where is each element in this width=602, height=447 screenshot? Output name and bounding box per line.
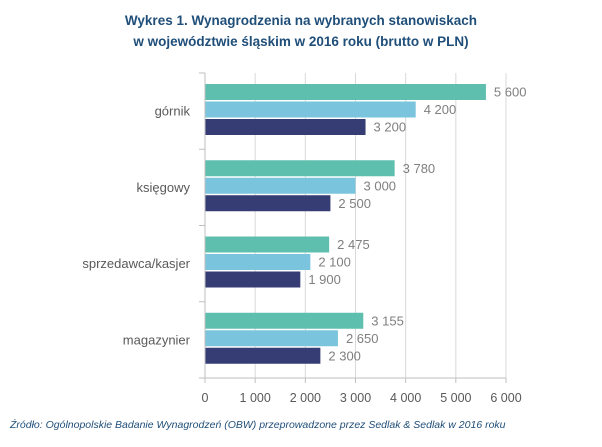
bar-księgowy-s2: [205, 177, 356, 194]
data-label: 5 600: [494, 85, 527, 100]
bar-magazynier-s1: [205, 312, 364, 329]
data-label: 2 300: [328, 348, 361, 363]
category-label: sprzedawca/kasjer: [82, 256, 190, 271]
data-label: 3 200: [374, 120, 407, 135]
category-label: księgowy: [137, 180, 191, 195]
x-tick-label: 0: [202, 391, 209, 405]
x-tick-label: 6 000: [490, 391, 521, 405]
x-tick-label: 3 000: [340, 391, 371, 405]
data-label: 3 000: [364, 178, 397, 193]
bar-sprzedawca/kasjer-s1: [205, 236, 330, 253]
data-label: 3 155: [371, 313, 404, 328]
bar-górnik-s1: [205, 84, 486, 100]
data-label: 4 200: [424, 102, 457, 117]
category-label: magazynier: [123, 332, 191, 347]
category-label: górnik: [155, 104, 191, 119]
x-tick-label: 2 000: [290, 391, 321, 405]
bar-księgowy-s1: [205, 160, 395, 177]
source-note: Źródło: Ogólnopolskie Badanie Wynagrodze…: [10, 419, 506, 431]
chart-title: Wykres 1. Wynagrodzenia na wybranych sta…: [0, 10, 602, 52]
bar-magazynier-s3: [205, 347, 321, 364]
data-label: 1 900: [308, 272, 341, 287]
data-label: 2 650: [346, 331, 379, 346]
bar-magazynier-s2: [205, 330, 338, 347]
bar-górnik-s2: [205, 101, 416, 118]
chart-title-line-1: Wykres 1. Wynagrodzenia na wybranych sta…: [124, 13, 478, 28]
bar-księgowy-s3: [205, 195, 331, 212]
x-tick-label: 1 000: [240, 391, 271, 405]
bar-sprzedawca/kasjer-s3: [205, 271, 301, 288]
bar-sprzedawca/kasjer-s2: [205, 254, 311, 270]
x-tick-label: 5 000: [440, 391, 471, 405]
chart-title-line-2: w województwie śląskim w 2016 roku (brut…: [133, 34, 469, 49]
data-label: 2 475: [337, 237, 370, 252]
x-tick-label: 4 000: [390, 391, 421, 405]
data-label: 2 500: [338, 196, 371, 211]
data-label: 2 100: [318, 255, 351, 270]
data-label: 3 780: [403, 161, 436, 176]
bar-górnik-s3: [205, 119, 366, 135]
